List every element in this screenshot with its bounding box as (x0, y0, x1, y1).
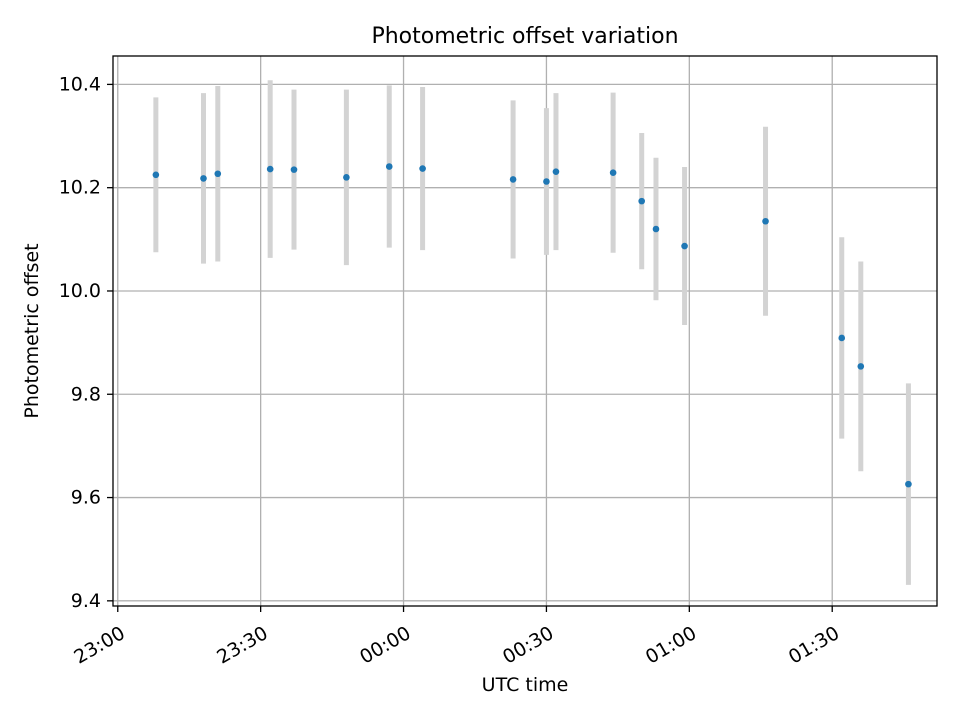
data-point (200, 175, 207, 182)
y-tick-label: 10.2 (59, 177, 101, 199)
data-point (290, 166, 298, 173)
data-point (638, 197, 645, 205)
data-point (152, 171, 160, 179)
data-point (857, 363, 865, 370)
y-tick-label: 10.0 (59, 280, 101, 302)
y-tick-label: 10.4 (59, 73, 101, 95)
data-points (152, 163, 912, 488)
data-point (552, 168, 560, 175)
data-point (266, 165, 274, 173)
data-point (652, 225, 660, 233)
data-point (609, 169, 617, 177)
data-point (681, 242, 688, 250)
data-point (214, 170, 222, 178)
data-point (419, 165, 426, 172)
chart-title: Photometric offset variation (371, 24, 678, 49)
data-point (905, 480, 912, 488)
x-axis-label: UTC time (482, 674, 569, 696)
data-point (838, 334, 846, 342)
y-axis-label: Photometric offset (21, 243, 43, 418)
y-tick-label: 9.4 (71, 590, 101, 612)
y-axis-ticks: 9.4 9.6 9.8 10.0 10.2 10.4 (59, 73, 113, 612)
y-tick-label: 9.6 (71, 487, 101, 509)
grid-lines (113, 56, 937, 606)
data-point (543, 178, 550, 185)
plot-frame (112, 55, 938, 607)
y-tick-label: 9.8 (71, 383, 101, 405)
data-point (509, 176, 517, 183)
data-point (762, 217, 769, 225)
data-point (385, 163, 393, 170)
data-point (343, 174, 350, 181)
